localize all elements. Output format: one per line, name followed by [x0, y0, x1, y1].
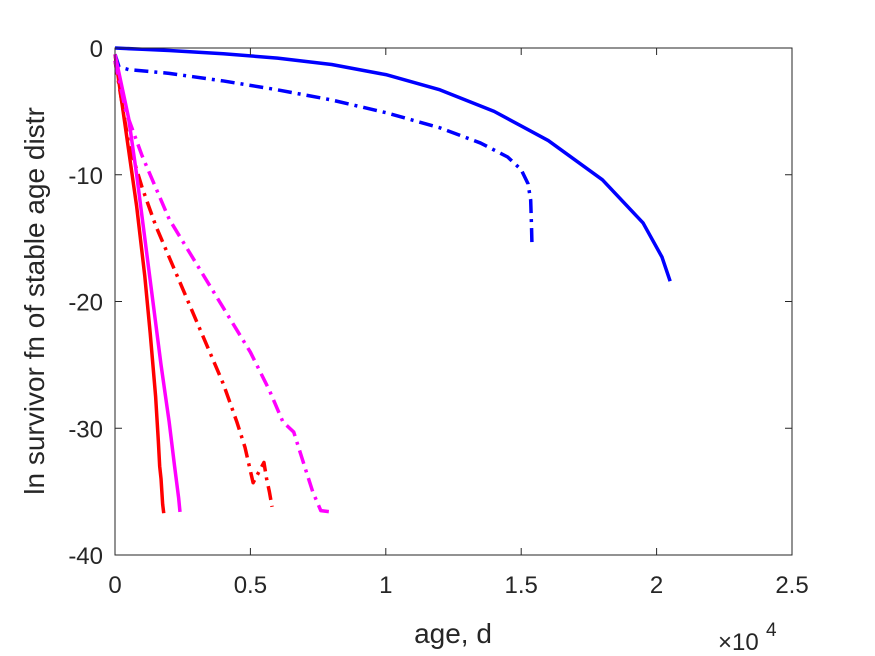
y-axis-label: ln survivor fn of stable age distr [19, 107, 50, 495]
x-tick-label: 0 [108, 572, 121, 599]
y-tick-label: -40 [68, 543, 103, 570]
series-line-6 [113, 60, 332, 514]
y-tick-label: 0 [90, 36, 103, 63]
x-tick-label: 1.5 [505, 572, 538, 599]
y-tick-label: -30 [68, 416, 103, 443]
y-tick-label: -10 [68, 163, 103, 190]
series-layer [113, 46, 672, 514]
x-tick-label: 1 [379, 572, 392, 599]
x-tick-label: 2 [650, 572, 663, 599]
plot-area [115, 48, 792, 555]
tick-layer [114, 47, 793, 556]
x-axis-label: age, d [414, 618, 492, 649]
x-multiplier-label: ×10 [718, 629, 759, 656]
x-tick-label: 0.5 [234, 572, 267, 599]
series-line-1 [114, 46, 672, 282]
series-line-5 [113, 53, 182, 513]
tick-label-layer: 0 0.5 1 1.5 2 2.5 0 -10 -20 -30 -40 [68, 36, 808, 599]
y-tick-label: -20 [68, 290, 103, 317]
x-tick-label: 2.5 [775, 572, 808, 599]
x-multiplier-exponent: 4 [766, 620, 777, 641]
series-line-3 [113, 54, 166, 514]
series-line-2 [113, 53, 534, 248]
series-line-4 [113, 60, 274, 508]
